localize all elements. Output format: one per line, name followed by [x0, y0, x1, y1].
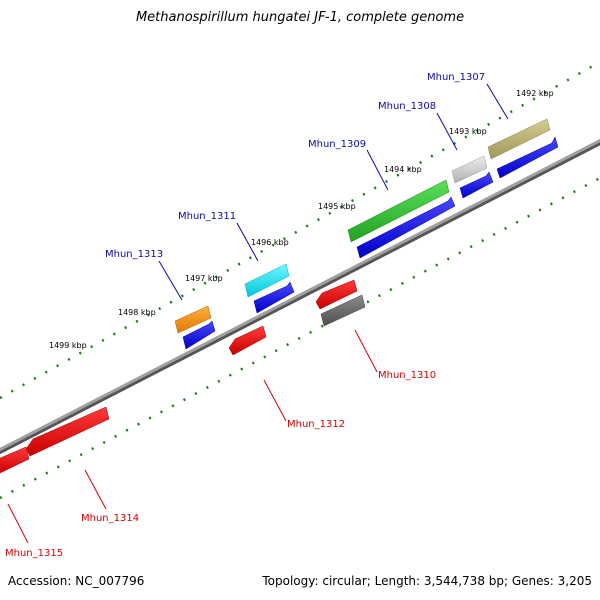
- leader-mhun-1315: [7, 503, 29, 544]
- scale-label-1499: 1499 kbp: [49, 341, 87, 350]
- inner-tick-line: [0, 176, 600, 500]
- cds-arrow-mhun-1307[interactable]: [496, 136, 559, 179]
- gene-label-mhun-1307[interactable]: Mhun_1307: [427, 72, 485, 83]
- feature-mhun-1309[interactable]: [347, 179, 450, 243]
- outer-tick-track: [0, 60, 600, 400]
- genome-backbone: [0, 138, 600, 455]
- accession-label: Accession: NC_007796: [8, 574, 145, 588]
- topology-label: Topology: circular; Length: 3,544,738 bp…: [262, 574, 592, 588]
- backbone-line: [0, 138, 600, 452]
- cds-arrow-mhun-1308[interactable]: [459, 171, 494, 199]
- gene-label-mhun-1311[interactable]: Mhun_1311: [178, 211, 236, 222]
- leader-mhun-1312: [263, 379, 287, 422]
- scale-labels: 1492 kbp 1493 kbp 1494 kbp 1495 kbp 1496…: [49, 89, 554, 350]
- inner-tick-track: [0, 176, 600, 500]
- leader-mhun-1310: [354, 329, 378, 373]
- forward-cds-track: [182, 136, 559, 350]
- feature-track: [174, 118, 551, 334]
- feature-mhun-1311[interactable]: [244, 263, 290, 298]
- feature-mhun-1307[interactable]: [487, 118, 551, 160]
- reverse-gene-labels: Mhun_1310 Mhun_1312 Mhun_1314 Mhun_1315: [5, 370, 436, 559]
- gene-label-mhun-1308[interactable]: Mhun_1308: [378, 101, 436, 112]
- scale-label-1494: 1494 kbp: [384, 165, 422, 174]
- feature-mhun-1313[interactable]: [174, 305, 212, 334]
- gene-label-mhun-1310[interactable]: Mhun_1310: [378, 370, 436, 381]
- cds-arrow-mhun-1312[interactable]: [228, 325, 267, 356]
- leader-mhun-1311: [236, 222, 259, 262]
- gene-label-mhun-1314[interactable]: Mhun_1314: [81, 513, 139, 524]
- genome-title: Methanospirillum hungatei JF-1, complete…: [135, 10, 465, 25]
- cds-arrow-mhun-1309[interactable]: [356, 196, 456, 259]
- leader-mhun-1314: [84, 469, 107, 510]
- gene-label-mhun-1309[interactable]: Mhun_1309: [308, 139, 366, 150]
- scale-label-1496: 1496 kbp: [251, 238, 289, 247]
- cds-arrow-mhun-1310[interactable]: [315, 279, 358, 310]
- gene-label-mhun-1312[interactable]: Mhun_1312: [287, 419, 345, 430]
- backbone-shadow: [0, 139, 600, 455]
- leader-mhun-1309: [366, 149, 389, 191]
- scale-label-1495: 1495 kbp: [318, 202, 356, 211]
- cds-arrow-mhun-1315[interactable]: [0, 446, 30, 474]
- forward-leader-lines: [158, 83, 509, 301]
- gene-label-mhun-1315[interactable]: Mhun_1315: [5, 548, 63, 559]
- reverse-cds-track: [0, 279, 366, 474]
- scale-label-1492: 1492 kbp: [516, 89, 554, 98]
- forward-gene-labels: Mhun_1307 Mhun_1308 Mhun_1309 Mhun_1311 …: [105, 72, 485, 260]
- cds-arrow-mhun-1311[interactable]: [253, 281, 295, 314]
- cds-arrow-mhun-1313[interactable]: [182, 320, 216, 350]
- feature-mhun-1308[interactable]: [451, 155, 488, 184]
- scale-label-1493: 1493 kbp: [449, 127, 487, 136]
- scale-label-1498: 1498 kbp: [118, 308, 156, 317]
- outer-tick-line: [0, 60, 600, 400]
- leader-mhun-1313: [158, 260, 183, 301]
- cds-arrow-mhun-1314[interactable]: [25, 406, 110, 457]
- gene-label-mhun-1313[interactable]: Mhun_1313: [105, 249, 163, 260]
- leader-mhun-1308: [436, 112, 458, 151]
- feature-mhun-1310[interactable]: [320, 294, 366, 327]
- reverse-leader-lines: [7, 329, 378, 544]
- scale-label-1497: 1497 kbp: [185, 274, 223, 283]
- leader-mhun-1307: [486, 83, 509, 120]
